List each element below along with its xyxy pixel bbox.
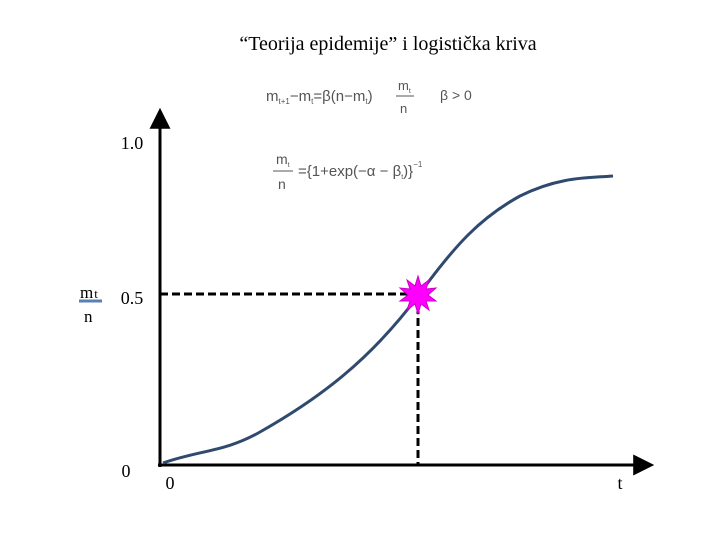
formula-part: )} — [403, 163, 413, 180]
formula-part: −1 — [413, 160, 423, 169]
formula-part: t — [401, 174, 403, 181]
formula-text: ={1+exp(−α − βt)}−1 — [298, 160, 423, 181]
formula-part: m — [398, 78, 409, 93]
y-tick-label: 0 — [122, 461, 131, 481]
formula-part: t+1 — [279, 97, 291, 106]
formula-part: t — [409, 88, 411, 95]
fraction-num: mt — [398, 78, 411, 95]
formula-part: t — [288, 162, 290, 169]
formula-part: =β(n−m — [313, 88, 365, 105]
y-axis-label-den: n — [84, 307, 93, 326]
label-part: t — [94, 286, 98, 301]
formula-part: t — [311, 97, 314, 106]
logistic-curve — [162, 174, 614, 465]
y-axis-label-num: mt — [80, 283, 98, 302]
formula-text: mt+1−mt=β(n−mt) — [266, 88, 373, 106]
formula-part: m — [266, 88, 279, 105]
y-tick-label: 1.0 — [121, 133, 144, 153]
formula-part: ) — [368, 88, 373, 105]
condition: β > 0 — [440, 87, 472, 103]
formula-part: t — [365, 97, 368, 106]
fraction-den: n — [278, 176, 286, 192]
label-part: m — [80, 283, 93, 302]
x-tick-label: 0 — [166, 473, 175, 493]
title: “Teorija epidemije” i logistička kriva — [239, 33, 536, 55]
fraction-den: n — [400, 101, 407, 116]
x-tick-label: t — [617, 473, 622, 493]
formula-1: mt+1−mt=β(n−mt) mt n β > 0 — [266, 78, 472, 116]
formula-part: m — [276, 151, 288, 167]
formula-2: mt n ={1+exp(−α − βt)}−1 — [273, 151, 423, 192]
inflection-point — [398, 274, 438, 316]
fraction-num: mt — [276, 151, 290, 169]
y-tick-label: 0.5 — [121, 288, 144, 308]
formula-part: ={1+exp(−α − β — [298, 163, 402, 180]
formula-part: −m — [290, 88, 311, 105]
